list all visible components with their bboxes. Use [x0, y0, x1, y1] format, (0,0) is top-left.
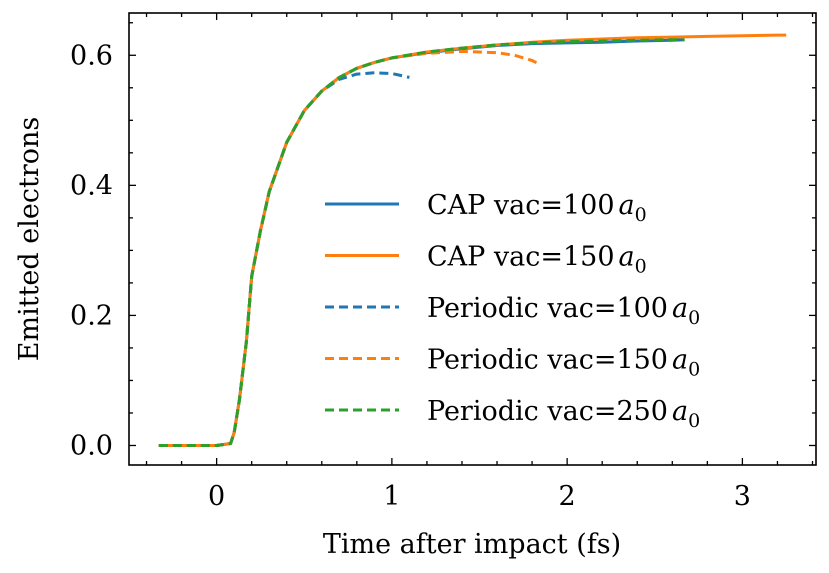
y-tick-label: 0.4 — [70, 170, 113, 201]
legend-entry: Periodic vac=250 a0 — [325, 396, 700, 432]
legend-label: CAP vac=100 a0 — [427, 190, 647, 226]
series-line-periodic-vac-250 — [158, 38, 685, 447]
legend-label: CAP vac=150 a0 — [427, 242, 647, 278]
x-tick-label: 3 — [734, 481, 751, 512]
legend-entry: CAP vac=150 a0 — [325, 242, 647, 278]
x-tick-label: 2 — [559, 481, 576, 512]
y-tick-label: 0.0 — [70, 431, 113, 462]
legend-entry: CAP vac=100 a0 — [325, 190, 647, 226]
y-tick-label: 0.2 — [70, 300, 113, 331]
plot-frame — [128, 12, 817, 466]
tick-label-layer: 0 1 2 3 0.0 0.2 0.4 0.6 — [70, 40, 751, 512]
legend-label: Periodic vac=100 a0 — [427, 293, 700, 329]
legend: CAP vac=100 a0 CAP vac=150 a0 Periodic vac=1… — [325, 190, 700, 432]
y-tick-label: 0.6 — [70, 40, 113, 71]
legend-entry: Periodic vac=100 a0 — [325, 293, 700, 329]
x-axis-label: Time after impact (fs) — [323, 529, 621, 560]
legend-label: Periodic vac=250 a0 — [427, 396, 700, 432]
legend-label: Periodic vac=150 a0 — [427, 345, 700, 381]
legend-entry: Periodic vac=150 a0 — [325, 345, 700, 381]
series-layer — [158, 33, 787, 447]
x-tick-label: 1 — [383, 481, 400, 512]
x-tick-label: 0 — [208, 481, 225, 512]
y-axis-label: Emitted electrons — [14, 117, 45, 361]
